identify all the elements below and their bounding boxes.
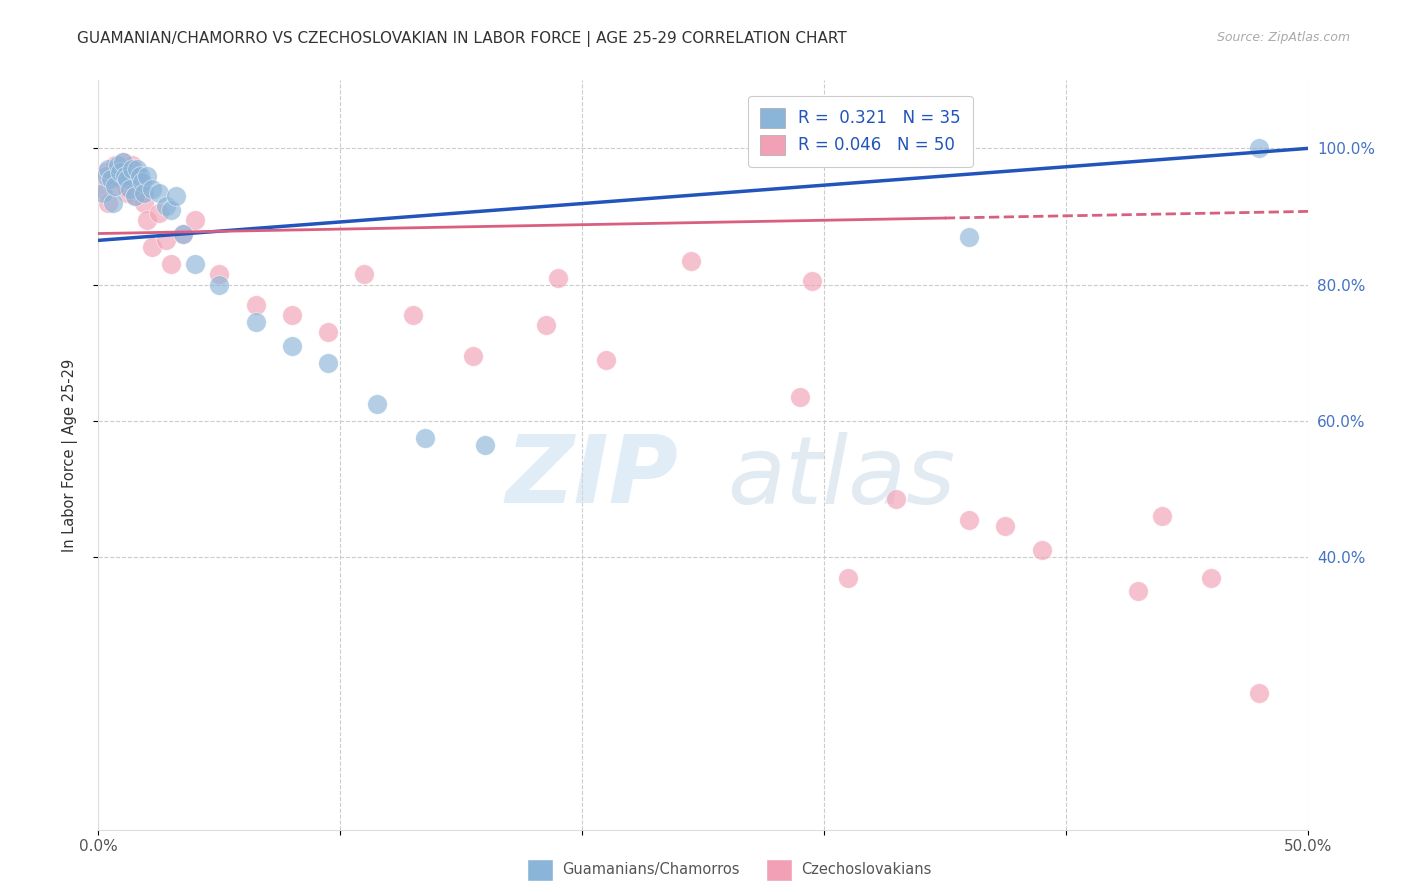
Point [128,169,150,183]
Point [413,431,436,445]
Point [128,176,150,190]
Point [208,277,231,292]
Point [957,513,980,527]
Point [172,227,194,241]
Point [1393,605,1406,619]
Point [281,339,304,353]
Point [155,199,177,213]
Point [117,172,139,186]
Point [134,186,156,200]
Point [353,268,375,282]
Point [97,195,120,210]
Point [184,213,207,227]
Point [121,158,143,172]
Point [1128,584,1150,599]
Point [117,186,139,200]
Point [1344,673,1367,687]
Text: atlas: atlas [727,432,956,523]
Point [94,165,117,179]
Point [114,169,136,183]
Point [135,169,157,183]
Text: ZIP: ZIP [506,432,679,524]
Point [1199,570,1222,584]
Point [886,492,908,507]
Point [316,326,339,340]
Point [94,169,117,183]
Point [1031,543,1053,558]
Legend: R =  0.321   N = 35, R = 0.046   N = 50: R = 0.321 N = 35, R = 0.046 N = 50 [748,96,973,167]
Point [679,253,702,268]
Point [141,240,163,254]
Point [160,202,183,217]
Text: GUAMANIAN/CHAMORRO VS CZECHOSLOVAKIAN IN LABOR FORCE | AGE 25-29 CORRELATION CHA: GUAMANIAN/CHAMORRO VS CZECHOSLOVAKIAN IN… [77,31,846,47]
Point [134,195,156,210]
Point [111,155,134,169]
Point [100,172,122,186]
Point [547,270,569,285]
Point [1249,141,1271,155]
Point [97,161,120,176]
Point [245,298,267,312]
Point [155,233,177,247]
Point [131,186,153,200]
Point [1249,686,1271,700]
Text: Czechoslovakians: Czechoslovakians [801,863,932,877]
Point [534,318,557,333]
Point [957,230,980,244]
Point [281,308,304,322]
Point [837,570,859,584]
Point [1152,509,1174,524]
Point [172,227,194,241]
Point [316,356,339,370]
Point [91,182,114,196]
Point [800,274,823,288]
Point [118,169,141,183]
Point [131,176,153,190]
Point [107,172,129,186]
Point [245,315,267,329]
Point [1309,588,1331,602]
Point [148,186,170,200]
Point [104,158,127,172]
Point [148,206,170,220]
Point [121,161,143,176]
Point [91,186,114,200]
Point [463,349,485,363]
Point [100,169,122,183]
Point [101,195,124,210]
Point [160,257,183,271]
Point [107,158,129,172]
Point [994,519,1017,533]
Text: Source: ZipAtlas.com: Source: ZipAtlas.com [1216,31,1350,45]
Point [127,169,149,183]
Point [114,178,136,193]
Point [184,257,207,271]
Point [135,213,157,227]
Point [402,308,425,322]
Point [101,178,124,193]
Point [366,397,388,411]
Point [474,438,496,452]
Point [104,178,127,193]
Point [118,182,141,196]
Point [789,390,811,404]
Point [124,189,146,203]
Point [595,352,617,367]
Point [111,155,134,169]
Y-axis label: In Labor Force | Age 25-29: In Labor Force | Age 25-29 [62,359,77,551]
Point [108,165,131,179]
Point [108,165,131,179]
Point [208,268,231,282]
Point [165,189,187,203]
Point [124,189,146,203]
Point [141,182,163,196]
Text: Guamanians/Chamorros: Guamanians/Chamorros [562,863,740,877]
Point [127,161,149,176]
